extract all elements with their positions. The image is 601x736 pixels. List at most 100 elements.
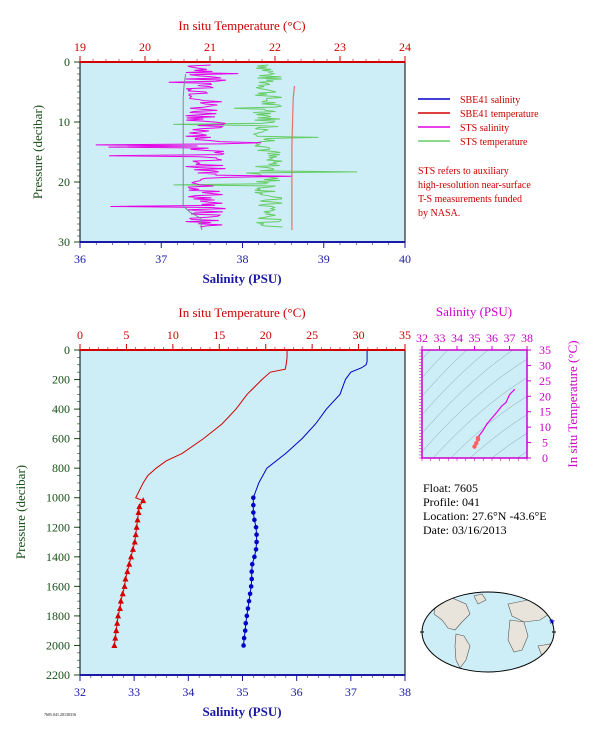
- pressure-tick-label: 0: [64, 343, 70, 357]
- sbe41-salinity-line: [182, 73, 203, 231]
- ts-temp-tick-label: 25: [539, 374, 551, 388]
- sts-salinity-line: [95, 64, 292, 228]
- density-contour: [422, 350, 489, 415]
- density-contour: [422, 350, 468, 397]
- pressure-tick-label: 1800: [46, 609, 70, 623]
- temp-tick-label: 15: [213, 328, 225, 342]
- ts-temp-tick-label: 35: [539, 343, 551, 357]
- temp-tick-label: 24: [399, 40, 411, 54]
- temp-tick-label: 5: [123, 328, 129, 342]
- north-america-shape: [433, 597, 471, 631]
- temperature-marker: [140, 497, 147, 504]
- salinity-marker: [248, 584, 254, 589]
- salinity-marker: [252, 554, 257, 560]
- salinity-marker: [246, 598, 252, 604]
- top-sal-axis-label: Salinity (PSU): [202, 271, 281, 286]
- pressure-tick-label: 1600: [46, 579, 70, 593]
- temperature-marker: [136, 503, 143, 510]
- legend-note-line: high-resolution near-surface: [418, 180, 531, 191]
- pressure-tick-label: 1000: [46, 491, 70, 505]
- temp-tick-label: 10: [167, 328, 179, 342]
- temperature-marker: [111, 641, 118, 648]
- density-contour: [422, 193, 527, 286]
- ts-sal-tick-label: 32: [416, 331, 428, 345]
- density-contour: [422, 350, 514, 434]
- density-contour: [422, 359, 527, 452]
- salinity-marker: [251, 495, 256, 501]
- ts-sal-tick-label: 38: [521, 331, 533, 345]
- legend-note-line: T-S measurements funded: [418, 194, 522, 205]
- ts-sal-tick-label: 36: [486, 331, 498, 345]
- salinity-marker: [252, 517, 257, 523]
- salinity-marker: [244, 613, 250, 619]
- temp-tick-label: 20: [139, 40, 151, 54]
- temperature-marker: [128, 553, 135, 560]
- pressure-tick-label: 1400: [46, 550, 70, 564]
- ts-plot-area: [422, 350, 527, 458]
- density-contour: [491, 433, 527, 458]
- temp-tick-label: 23: [334, 40, 346, 54]
- bottom-panel: 0 5 10 15 20 25 30 35 32 33 34 35 36 37 38 0 200 400 600 80…: [13, 305, 411, 719]
- pressure-tick-label: 20: [58, 175, 70, 189]
- ts-deep-marker: [472, 444, 477, 449]
- bottom-plot-area: [80, 350, 405, 675]
- ts-sal-tick-label: 35: [469, 331, 481, 345]
- location: Location: 27.6°N -43.6°E: [423, 509, 547, 523]
- temp-tick-label: 19: [74, 40, 86, 54]
- legend-entry-sbe41-temperature: SBE41 temperature: [418, 109, 539, 120]
- temperature-marker: [112, 634, 119, 641]
- sal-tick-label: 38: [237, 252, 249, 266]
- pressure-tick-label: 30: [58, 235, 70, 249]
- salinity-line: [252, 350, 368, 498]
- ts-deep-marker: [474, 440, 479, 446]
- temperature-marker: [129, 545, 136, 552]
- ts-temp-axis-label: In situ Temperature (°C): [565, 340, 580, 467]
- density-contour: [432, 377, 527, 458]
- footer-code: 7605.041.20130316: [44, 712, 76, 717]
- legend-label: STS temperature: [460, 137, 528, 148]
- temperature-marker: [115, 612, 122, 619]
- salinity-marker: [251, 510, 256, 515]
- top-series: [95, 64, 358, 231]
- sts-temperature-line: [173, 64, 358, 228]
- density-contour: [450, 396, 527, 458]
- salinity-marker: [243, 620, 249, 626]
- legend-entry-sbe41-salinity: SBE41 salinity: [418, 95, 520, 106]
- sal-tick-label: 37: [345, 685, 357, 699]
- temperature-marker: [114, 619, 121, 626]
- temperature-marker: [116, 605, 123, 612]
- density-contour: [422, 248, 527, 341]
- ts-plot-frame: [421, 349, 528, 459]
- temp-tick-label: 22: [269, 40, 281, 54]
- salinity-marker: [253, 547, 259, 552]
- temp-tick-label: 20: [260, 328, 272, 342]
- temperature-marker: [135, 509, 142, 515]
- sal-tick-label: 33: [128, 685, 140, 699]
- ts-temp-tick-label: 0: [542, 451, 548, 465]
- temperature-marker: [121, 582, 128, 589]
- pressure-tick-label: 2200: [46, 668, 70, 682]
- date: Date: 03/16/2013: [423, 523, 507, 537]
- legend-entry-sts-temperature: STS temperature: [418, 137, 528, 148]
- sal-tick-label: 36: [291, 685, 303, 699]
- bottom-pressure-axis-label: Pressure (decibar): [13, 465, 28, 559]
- temperature-marker: [119, 590, 126, 597]
- salinity-marker: [241, 635, 247, 641]
- salinity-marker: [247, 591, 253, 597]
- greenland-shape: [473, 593, 487, 605]
- top-panel: 19 20 21 22 23 24 36 37 38 39 40 0 10 20 30 In situ Te…: [30, 18, 411, 286]
- temperature-marker: [131, 538, 138, 545]
- pressure-tick-label: 400: [52, 402, 70, 416]
- salinity-marker: [249, 561, 255, 567]
- locator-map: ★: [420, 591, 556, 673]
- top-temp-axis-label: In situ Temperature (°C): [178, 18, 305, 33]
- density-contour: [469, 414, 527, 458]
- pressure-tick-label: 800: [52, 461, 70, 475]
- density-contour: [422, 350, 449, 378]
- ts-sal-tick-label: 34: [451, 331, 463, 345]
- sal-tick-label: 32: [74, 685, 86, 699]
- legend: SBE41 salinity SBE41 temperature STS sal…: [418, 95, 539, 219]
